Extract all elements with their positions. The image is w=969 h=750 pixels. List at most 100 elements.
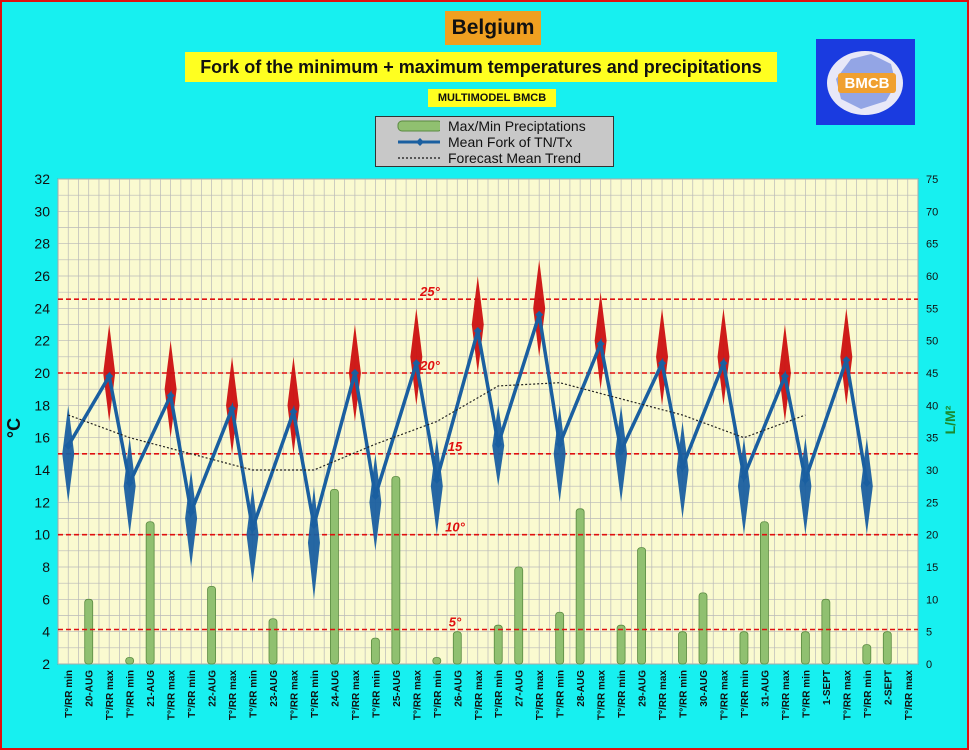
precip-bar (432, 657, 442, 665)
x-tick-label: 22-AUG (208, 670, 219, 707)
min-spread-mark (62, 405, 75, 503)
x-tick-label: T°/RR min (187, 670, 198, 718)
blue-line-diamond-swatch (376, 134, 442, 150)
legend-label-precip: Max/Min Preciptations (448, 118, 586, 134)
x-tick-label: T°/RR max (719, 670, 730, 721)
precip-bar (882, 631, 892, 665)
y-left-tick-label: 26 (34, 268, 50, 284)
mean-fork-point (432, 475, 441, 484)
mean-fork-point (801, 475, 810, 484)
mean-fork-point (228, 404, 237, 413)
x-tick-label: T°/RR max (474, 670, 485, 721)
y-right-tick-label: 15 (926, 562, 938, 574)
model-badge: MULTIMODEL BMCB (428, 89, 556, 107)
x-tick-label: 24-AUG (330, 670, 341, 707)
legend-item-precip: Max/Min Preciptations (376, 118, 586, 134)
mean-fork-point (412, 359, 421, 368)
precip-bar (698, 592, 708, 665)
reference-line-label: 15 (448, 439, 463, 454)
x-tick-label: T°/RR max (167, 670, 178, 721)
precip-bar (637, 547, 646, 665)
x-tick-label: T°/RR min (801, 670, 812, 718)
precip-bar (800, 631, 810, 665)
reference-line-label: 5° (449, 615, 462, 630)
mean-fork-point (719, 359, 728, 368)
x-tick-label: T°/RR min (617, 670, 628, 718)
x-tick-label: T°/RR max (781, 670, 792, 721)
country-title: Belgium (445, 11, 541, 45)
mean-fork-point (780, 372, 789, 381)
precip-bar (760, 521, 769, 665)
x-tick-label: 25-AUG (392, 670, 403, 707)
mean-fork-point (862, 478, 871, 487)
precip-bar (575, 508, 585, 665)
mean-fork-point (494, 440, 503, 449)
precip-bar (370, 637, 380, 665)
x-tick-label: T°/RR min (371, 670, 382, 718)
mean-fork-point (187, 508, 196, 517)
x-tick-label: 26-AUG (453, 670, 464, 707)
y-right-tick-label: 60 (926, 271, 938, 283)
mean-fork-point (555, 440, 564, 449)
x-tick-label: T°/RR min (310, 670, 321, 718)
y-left-tick-label: 16 (34, 430, 50, 446)
legend-label-trend: Forecast Mean Trend (448, 150, 582, 166)
x-tick-label: T°/RR max (842, 670, 853, 721)
y-right-tick-label: 75 (926, 174, 938, 186)
y-right-tick-label: 10 (926, 594, 938, 606)
y-right-tick-label: 25 (926, 497, 938, 509)
precip-bar (125, 657, 135, 665)
mean-fork-point (535, 310, 544, 319)
y-left-tick-label: 4 (42, 624, 50, 640)
x-tick-label: T°/RR min (249, 670, 260, 718)
y-right-tick-label: 70 (926, 206, 938, 218)
x-tick-label: 31-AUG (760, 670, 771, 707)
legend-label-mean: Mean Fork of TN/Tx (448, 134, 573, 150)
x-tick-label: 20-AUG (85, 670, 96, 707)
precip-bar (330, 488, 339, 665)
x-tick-label: T°/RR max (412, 670, 423, 721)
x-tick-label: T°/RR min (64, 670, 75, 718)
precip-bar (555, 611, 565, 665)
trend-line (68, 382, 806, 471)
precip-bar (207, 586, 216, 665)
precip-bar (268, 618, 278, 665)
precip-bar (678, 631, 687, 665)
y-right-tick-label: 5 (926, 627, 932, 639)
mean-fork-point (617, 446, 626, 455)
y-right-tick-label: 40 (926, 400, 938, 412)
precip-bar (84, 598, 94, 665)
y-left-tick-label: 32 (34, 171, 50, 187)
precip-bar (821, 598, 831, 665)
y-right-tick-label: 45 (926, 368, 938, 380)
y-right-tick-label: 20 (926, 530, 938, 542)
mean-fork-point (473, 326, 482, 335)
y-left-tick-label: 18 (34, 397, 50, 413)
precip-bar (391, 476, 401, 665)
mean-fork-point (350, 369, 359, 377)
x-tick-label: T°/RR max (658, 670, 669, 721)
y-right-tick-label: 0 (926, 659, 932, 671)
mean-fork-point (739, 472, 748, 481)
x-tick-label: 30-AUG (699, 670, 710, 707)
x-tick-label: 29-AUG (638, 670, 649, 707)
mean-fork-point (125, 478, 134, 487)
x-tick-label: T°/RR min (740, 670, 751, 718)
x-tick-label: T°/RR max (904, 670, 915, 721)
x-tick-label: 28-AUG (576, 670, 587, 707)
x-tick-label: T°/RR min (679, 670, 690, 718)
precip-bar (514, 566, 524, 665)
mean-fork-point (105, 372, 114, 381)
x-tick-label: 2-SEPT (883, 670, 894, 705)
y-left-tick-label: 30 (34, 203, 50, 219)
mean-fork-point (166, 391, 175, 400)
reference-line-label: 10° (445, 520, 465, 535)
precip-bar (616, 624, 626, 665)
mean-fork-point (64, 441, 73, 450)
mean-fork-point (289, 407, 298, 416)
mean-fork-point (309, 520, 318, 529)
y-left-tick-label: 6 (42, 591, 50, 607)
x-tick-label: T°/RR max (535, 670, 546, 721)
reference-line-label: 20° (419, 358, 440, 373)
